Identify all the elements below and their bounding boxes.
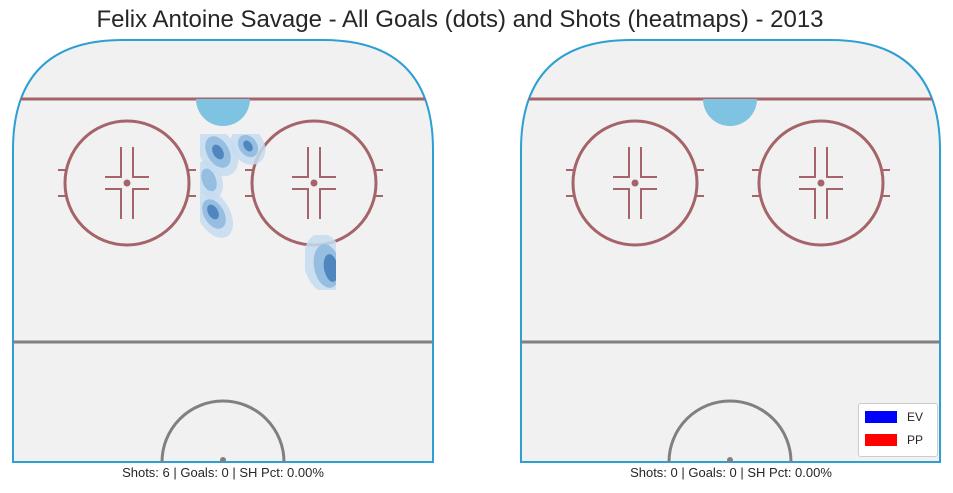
- rink-right-ice: [520, 39, 941, 463]
- legend-item-pp: PP: [865, 433, 923, 447]
- rink-left: [12, 39, 434, 463]
- legend-swatch-pp: [865, 434, 897, 446]
- center-circle-arc: [160, 399, 286, 462]
- faceoff-circle-right: [752, 119, 890, 247]
- legend-label-pp: PP: [907, 433, 924, 447]
- legend: EV PP: [858, 403, 938, 457]
- chart-title: Felix Antoine Savage - All Goals (dots) …: [96, 6, 824, 33]
- legend-swatch-ev: [865, 411, 897, 423]
- center-dot: [727, 457, 733, 462]
- faceoff-circle-left: [566, 119, 704, 247]
- legend-label-ev: EV: [907, 410, 924, 424]
- shots-summary-left: Shots: 6 | Goals: 0 | SH Pct: 0.00%: [122, 465, 324, 480]
- center-dot: [220, 457, 226, 462]
- legend-item-ev: EV: [865, 410, 923, 424]
- goal-crease: [703, 99, 757, 126]
- shot-heatmap: [200, 134, 336, 290]
- rink-right: [520, 39, 941, 463]
- faceoff-circle-left: [58, 119, 196, 247]
- shots-summary-right: Shots: 0 | Goals: 0 | SH Pct: 0.00%: [630, 465, 832, 480]
- goal-crease: [196, 99, 250, 126]
- center-circle-arc: [667, 399, 793, 462]
- rink-left-ice: [12, 39, 434, 463]
